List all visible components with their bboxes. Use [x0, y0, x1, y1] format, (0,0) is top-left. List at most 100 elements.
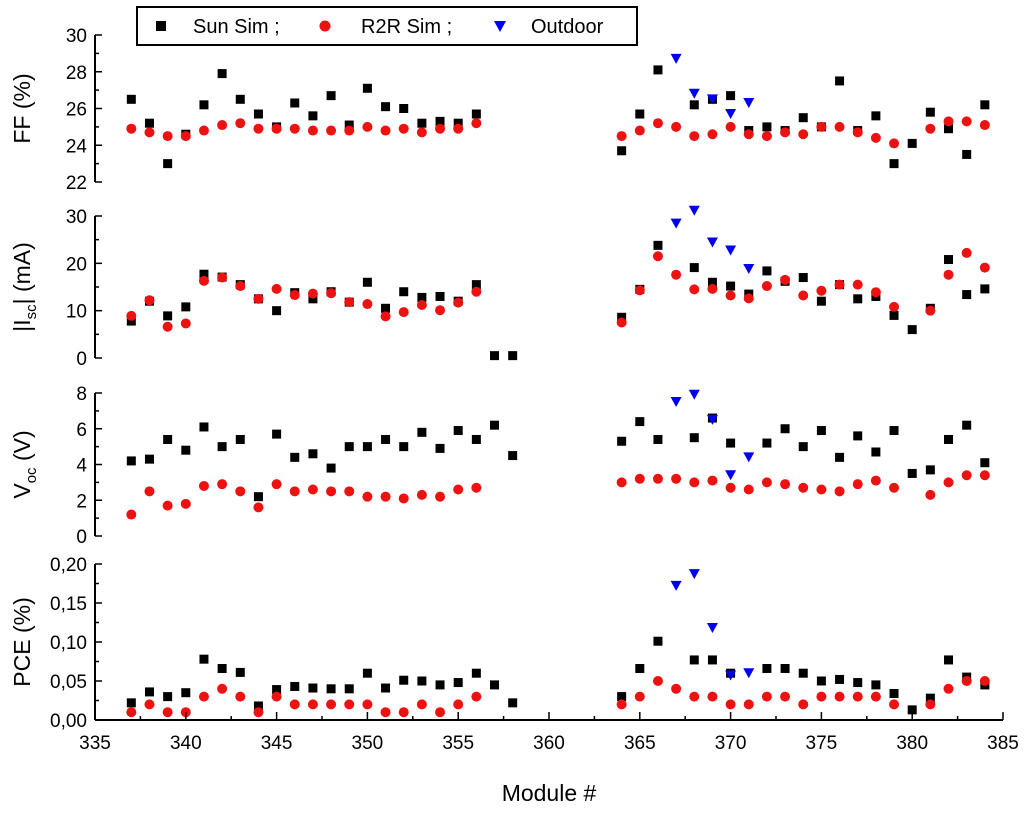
data-point-sun-sim — [907, 138, 917, 148]
data-point-r2r-sim — [362, 121, 373, 132]
data-point-sun-sim — [689, 655, 699, 665]
data-point-sun-sim — [308, 683, 318, 693]
data-point-r2r-sim — [943, 116, 954, 127]
data-point-sun-sim — [617, 692, 627, 702]
y-tick-label-ff: 28 — [66, 63, 87, 84]
data-point-r2r-sim — [198, 480, 209, 491]
data-point-r2r-sim — [780, 479, 791, 490]
data-point-r2r-sim — [144, 127, 155, 138]
data-point-sun-sim — [853, 678, 863, 688]
data-point-outdoor — [706, 237, 718, 248]
data-point-sun-sim — [653, 65, 663, 75]
data-point-r2r-sim — [725, 121, 736, 132]
data-point-sun-sim — [925, 465, 935, 475]
data-point-sun-sim — [435, 291, 445, 301]
data-point-r2r-sim — [816, 285, 827, 296]
data-point-sun-sim — [344, 684, 354, 694]
data-point-r2r-sim — [671, 121, 682, 132]
data-point-sun-sim — [126, 456, 136, 466]
data-point-sun-sim — [816, 426, 826, 436]
data-point-r2r-sim — [889, 301, 900, 312]
data-point-sun-sim — [399, 287, 409, 297]
series-outdoor-ff — [670, 53, 755, 120]
data-point-r2r-sim — [253, 123, 264, 134]
data-point-r2r-sim — [144, 699, 155, 710]
data-point-sun-sim — [199, 654, 209, 664]
data-point-r2r-sim — [634, 125, 645, 136]
data-point-r2r-sim — [925, 489, 936, 500]
data-point-outdoor — [743, 264, 755, 275]
data-point-sun-sim — [362, 83, 372, 93]
data-point-r2r-sim — [870, 691, 881, 702]
data-point-r2r-sim — [761, 691, 772, 702]
data-point-sun-sim — [381, 102, 391, 112]
data-point-r2r-sim — [416, 299, 427, 310]
data-point-r2r-sim — [126, 509, 137, 520]
x-tick-label: 345 — [261, 733, 293, 754]
data-point-r2r-sim — [289, 123, 300, 134]
data-point-sun-sim — [907, 325, 917, 335]
data-point-sun-sim — [889, 688, 899, 698]
data-point-sun-sim — [344, 120, 354, 130]
data-point-r2r-sim — [326, 699, 337, 710]
series-r2r-sim-pce — [126, 676, 990, 718]
data-point-sun-sim — [816, 296, 826, 306]
legend-box — [136, 6, 638, 46]
data-point-r2r-sim — [198, 125, 209, 136]
data-point-outdoor — [706, 622, 718, 633]
data-point-r2r-sim — [235, 691, 246, 702]
data-point-r2r-sim — [471, 118, 482, 129]
y-tick-label-voc: 6 — [76, 420, 87, 441]
y-tick-label-isc: 30 — [66, 207, 87, 228]
data-point-sun-sim — [508, 451, 518, 461]
y-tick-label-voc: 0 — [76, 527, 87, 548]
data-point-sun-sim — [290, 681, 300, 691]
data-point-sun-sim — [362, 668, 372, 678]
data-point-r2r-sim — [889, 138, 900, 149]
y-tick-label-voc: 8 — [76, 384, 87, 405]
data-point-r2r-sim — [362, 699, 373, 710]
data-point-r2r-sim — [126, 707, 137, 718]
x-tick-label: 380 — [896, 733, 928, 754]
data-point-r2r-sim — [453, 699, 464, 710]
data-point-r2r-sim — [271, 479, 282, 490]
data-point-sun-sim — [798, 113, 808, 123]
data-point-sun-sim — [453, 426, 463, 436]
data-point-sun-sim — [835, 674, 845, 684]
data-point-r2r-sim — [398, 707, 409, 718]
data-point-r2r-sim — [198, 691, 209, 702]
data-point-sun-sim — [871, 680, 881, 690]
data-point-sun-sim — [798, 668, 808, 678]
data-point-sun-sim — [726, 91, 736, 101]
data-point-sun-sim — [962, 290, 972, 300]
data-point-sun-sim — [417, 427, 427, 437]
y-tick-label-pce: 0,10 — [50, 633, 87, 654]
data-point-sun-sim — [308, 449, 318, 459]
data-point-r2r-sim — [961, 247, 972, 258]
series-r2r-sim-ff — [126, 116, 990, 149]
data-point-r2r-sim — [652, 676, 663, 686]
data-point-r2r-sim — [961, 676, 972, 686]
data-point-r2r-sim — [870, 132, 881, 143]
data-point-sun-sim — [471, 109, 481, 119]
data-point-r2r-sim — [870, 287, 881, 298]
data-point-r2r-sim — [307, 288, 318, 299]
data-point-r2r-sim — [453, 484, 464, 495]
data-point-r2r-sim — [616, 699, 627, 710]
data-point-r2r-sim — [271, 123, 282, 134]
data-point-sun-sim — [290, 452, 300, 462]
data-point-r2r-sim — [380, 311, 391, 322]
data-point-sun-sim — [962, 149, 972, 159]
data-point-sun-sim — [381, 683, 391, 693]
data-point-r2r-sim — [380, 707, 391, 718]
data-point-r2r-sim — [362, 491, 373, 502]
data-point-sun-sim — [635, 664, 645, 674]
data-point-sun-sim — [944, 255, 954, 265]
data-point-r2r-sim — [344, 125, 355, 136]
data-point-r2r-sim — [816, 121, 827, 132]
y-tick-label-pce: 0,05 — [50, 672, 87, 693]
data-point-r2r-sim — [253, 707, 264, 718]
data-point-sun-sim — [726, 438, 736, 448]
data-point-r2r-sim — [707, 691, 718, 702]
